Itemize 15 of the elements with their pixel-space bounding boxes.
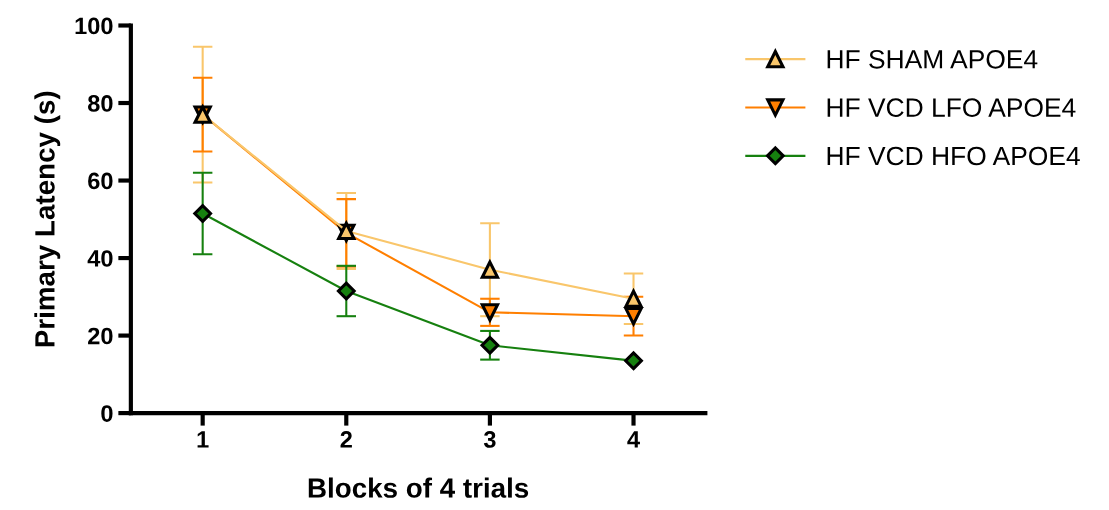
y-tick-label: 80 [87, 95, 113, 112]
y-tick-label: 40 [87, 250, 113, 267]
y-tick-label: 20 [88, 327, 113, 345]
x-tick-label: 2 [340, 431, 352, 448]
legend-label: HF VCD HFO APOE4 [827, 146, 1080, 166]
legend-label: HF SHAM APOE4 [827, 49, 1038, 69]
y-axis-title: Primary Latency (s) [34, 91, 61, 347]
x-tick-label: 1 [197, 431, 209, 448]
y-tick-label: 0 [101, 405, 113, 422]
x-tick-label: 3 [483, 431, 496, 448]
legend-label: HF VCD LFO APOE4 [827, 98, 1076, 117]
y-tick-label: 100 [75, 17, 113, 35]
x-axis-title: Blocks of 4 trials [308, 477, 529, 498]
x-tick-label: 4 [627, 431, 640, 448]
y-tick-label: 60 [88, 172, 113, 190]
